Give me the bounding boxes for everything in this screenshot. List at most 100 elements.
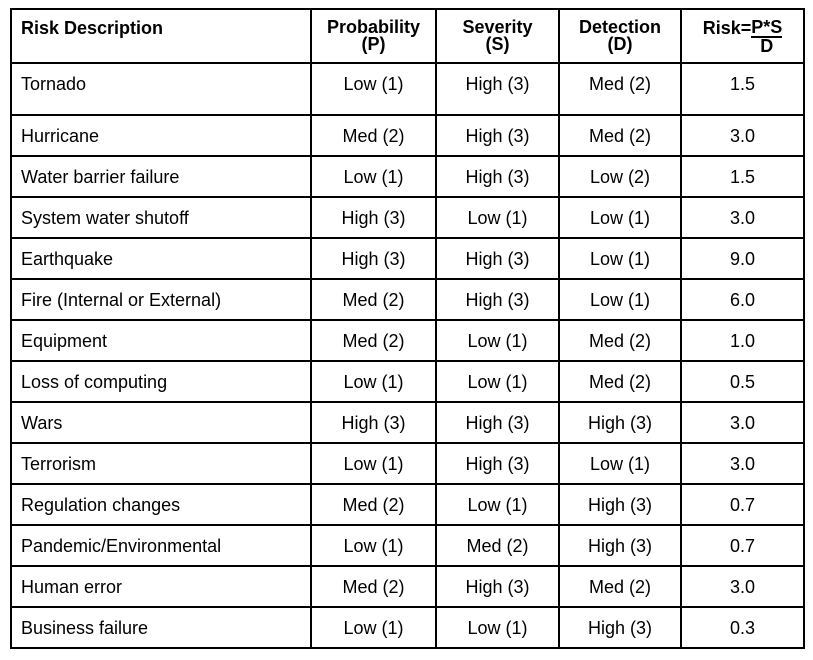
header-probability: Probability (P) [310, 8, 437, 64]
cell-severity: High (3) [435, 565, 560, 608]
cell-detection: Med (2) [558, 565, 682, 608]
cell-risk-score: 1.0 [680, 319, 805, 362]
cell-severity: Med (2) [435, 524, 560, 567]
cell-severity: High (3) [435, 237, 560, 280]
table-row: Fire (Internal or External) Med (2) High (… [10, 278, 805, 321]
risk-formula-fraction: P*S D [751, 17, 783, 56]
cell-severity: Low (1) [435, 483, 560, 526]
cell-risk-description: Equipment [10, 319, 312, 362]
table-row: Equipment Med (2) Low (1) Med (2) 1.0 [10, 319, 805, 362]
cell-risk-description: Earthquake [10, 237, 312, 280]
table-row: Terrorism Low (1) High (3) Low (1) 3.0 [10, 442, 805, 485]
cell-risk-score: 0.7 [680, 483, 805, 526]
cell-probability: High (3) [310, 401, 437, 444]
cell-risk-score: 0.7 [680, 524, 805, 567]
header-severity: Severity (S) [435, 8, 560, 64]
cell-risk-description: Pandemic/Environmental [10, 524, 312, 567]
table-row: Tornado Low (1) High (3) Med (2) 1.5 [10, 62, 805, 116]
cell-detection: High (3) [558, 524, 682, 567]
risk-formula-denominator: D [760, 36, 774, 56]
header-risk-description: Risk Description [10, 8, 312, 64]
cell-risk-description: Wars [10, 401, 312, 444]
cell-risk-description: Tornado [10, 62, 312, 116]
cell-probability: Med (2) [310, 565, 437, 608]
cell-risk-description: Fire (Internal or External) [10, 278, 312, 321]
cell-detection: Med (2) [558, 319, 682, 362]
cell-detection: High (3) [558, 483, 682, 526]
cell-risk-score: 1.5 [680, 62, 805, 116]
cell-severity: Low (1) [435, 319, 560, 362]
header-risk-formula: Risk= P*S D [680, 8, 805, 64]
cell-risk-score: 3.0 [680, 442, 805, 485]
cell-probability: Low (1) [310, 524, 437, 567]
cell-probability: Low (1) [310, 442, 437, 485]
cell-severity: High (3) [435, 442, 560, 485]
cell-severity: High (3) [435, 114, 560, 157]
cell-risk-description: Human error [10, 565, 312, 608]
cell-probability: Low (1) [310, 360, 437, 403]
cell-probability: Med (2) [310, 278, 437, 321]
cell-severity: Low (1) [435, 606, 560, 649]
cell-probability: Med (2) [310, 483, 437, 526]
cell-probability: Low (1) [310, 606, 437, 649]
header-severity-label: Severity [462, 17, 533, 37]
header-detection-label: Detection [578, 17, 661, 37]
cell-risk-description: Terrorism [10, 442, 312, 485]
risk-formula-numerator: P*S [751, 17, 783, 38]
cell-risk-score: 3.0 [680, 114, 805, 157]
cell-severity: Low (1) [435, 360, 560, 403]
table-row: Loss of computing Low (1) Low (1) Med (2) 0.… [10, 360, 805, 403]
cell-probability: High (3) [310, 196, 437, 239]
header-detection-abbr: (D) [607, 34, 633, 54]
table-header: Risk Description Probability (P) Severit… [10, 8, 805, 64]
header-probability-label: Probability [326, 17, 420, 37]
table-row: Hurricane Med (2) High (3) Med (2) 3.0 [10, 114, 805, 157]
table-row: Regulation changes Med (2) Low (1) High (3)… [10, 483, 805, 526]
cell-risk-score: 3.0 [680, 401, 805, 444]
risk-formula: Risk= P*S D [702, 17, 783, 56]
table-row: Wars High (3) High (3) High (3) 3.0 [10, 401, 805, 444]
cell-detection: Low (1) [558, 278, 682, 321]
cell-risk-score: 1.5 [680, 155, 805, 198]
cell-detection: High (3) [558, 401, 682, 444]
cell-risk-description: Business failure [10, 606, 312, 649]
risk-formula-prefix: Risk= [702, 18, 752, 38]
header-severity-abbr: (S) [485, 34, 510, 54]
cell-risk-score: 9.0 [680, 237, 805, 280]
cell-severity: Low (1) [435, 196, 560, 239]
cell-risk-score: 6.0 [680, 278, 805, 321]
cell-severity: High (3) [435, 155, 560, 198]
cell-risk-description: System water shutoff [10, 196, 312, 239]
cell-severity: High (3) [435, 62, 560, 116]
cell-detection: Med (2) [558, 360, 682, 403]
cell-severity: High (3) [435, 278, 560, 321]
table-row: Earthquake High (3) High (3) Low (1) 9.0 [10, 237, 805, 280]
cell-probability: Med (2) [310, 319, 437, 362]
cell-risk-score: 0.5 [680, 360, 805, 403]
header-risk-description-label: Risk Description [21, 18, 164, 38]
cell-detection: Low (2) [558, 155, 682, 198]
cell-risk-description: Loss of computing [10, 360, 312, 403]
cell-probability: High (3) [310, 237, 437, 280]
table-body: Tornado Low (1) High (3) Med (2) 1.5 Hurrican… [10, 62, 805, 649]
header-row: Risk Description Probability (P) Severit… [10, 8, 805, 64]
cell-risk-score: 3.0 [680, 565, 805, 608]
cell-probability: Low (1) [310, 62, 437, 116]
cell-risk-score: 3.0 [680, 196, 805, 239]
header-probability-abbr: (P) [361, 34, 386, 54]
risk-assessment-table: Risk Description Probability (P) Severit… [10, 8, 805, 649]
cell-risk-description: Water barrier failure [10, 155, 312, 198]
table-row: Human error Med (2) High (3) Med (2) 3.0 [10, 565, 805, 608]
cell-detection: Low (1) [558, 196, 682, 239]
cell-detection: High (3) [558, 606, 682, 649]
cell-detection: Low (1) [558, 237, 682, 280]
cell-severity: High (3) [435, 401, 560, 444]
table-row: Pandemic/Environmental Low (1) Med (2) High… [10, 524, 805, 567]
cell-detection: Med (2) [558, 114, 682, 157]
cell-detection: Low (1) [558, 442, 682, 485]
cell-risk-description: Regulation changes [10, 483, 312, 526]
cell-risk-description: Hurricane [10, 114, 312, 157]
table-row: System water shutoff High (3) Low (1) Low (… [10, 196, 805, 239]
header-detection: Detection (D) [558, 8, 682, 64]
cell-detection: Med (2) [558, 62, 682, 116]
